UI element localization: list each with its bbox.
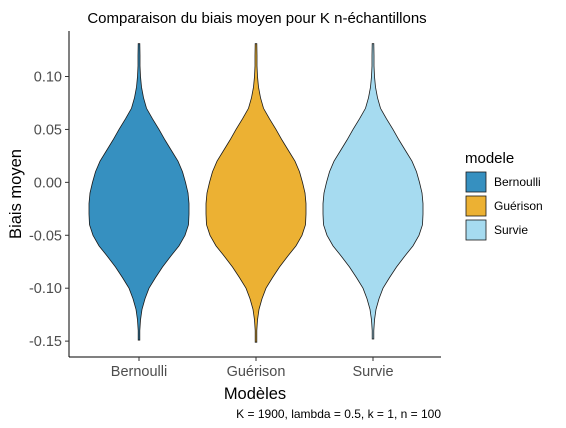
x-tick-label: Bernoulli <box>111 364 167 380</box>
legend-label: Guérison <box>494 199 543 213</box>
legend-swatch <box>465 195 487 217</box>
y-axis-ticks: -0.15 -0.10 -0.05 0.00 0.05 0.10 <box>29 70 69 350</box>
violin-gurison <box>205 43 307 343</box>
y-tick-label: 0.10 <box>34 70 62 86</box>
violin-bernoulli <box>88 43 190 341</box>
x-tick-label: Guérison <box>227 364 286 380</box>
legend-label: Bernoulli <box>494 175 541 189</box>
legend-label: Survie <box>494 223 528 237</box>
y-tick-label: -0.05 <box>29 228 62 244</box>
legend-swatch <box>465 171 487 193</box>
legend-entries: Bernoulli Guérison Survie <box>465 171 543 241</box>
chart-title: Comparaison du biais moyen pour K n-écha… <box>87 10 426 27</box>
legend-swatch <box>465 219 487 241</box>
legend-title: modele <box>465 150 514 167</box>
y-tick-label: 0.00 <box>34 175 62 191</box>
legend: modele Bernoulli Guérison Survie <box>465 150 543 241</box>
x-tick-label: Survie <box>352 364 393 380</box>
violin-survie <box>322 43 424 340</box>
x-axis-label: Modèles <box>224 385 286 403</box>
x-axis-ticks: Bernoulli Guérison Survie <box>111 357 394 380</box>
y-tick-label: 0.05 <box>34 122 62 138</box>
y-axis-label: Biais moyen <box>7 149 25 239</box>
chart-caption: K = 1900, lambda = 0.5, k = 1, n = 100 <box>236 407 441 421</box>
plot-area <box>88 43 424 343</box>
y-tick-label: -0.10 <box>29 281 62 297</box>
y-tick-label: -0.15 <box>29 334 62 350</box>
